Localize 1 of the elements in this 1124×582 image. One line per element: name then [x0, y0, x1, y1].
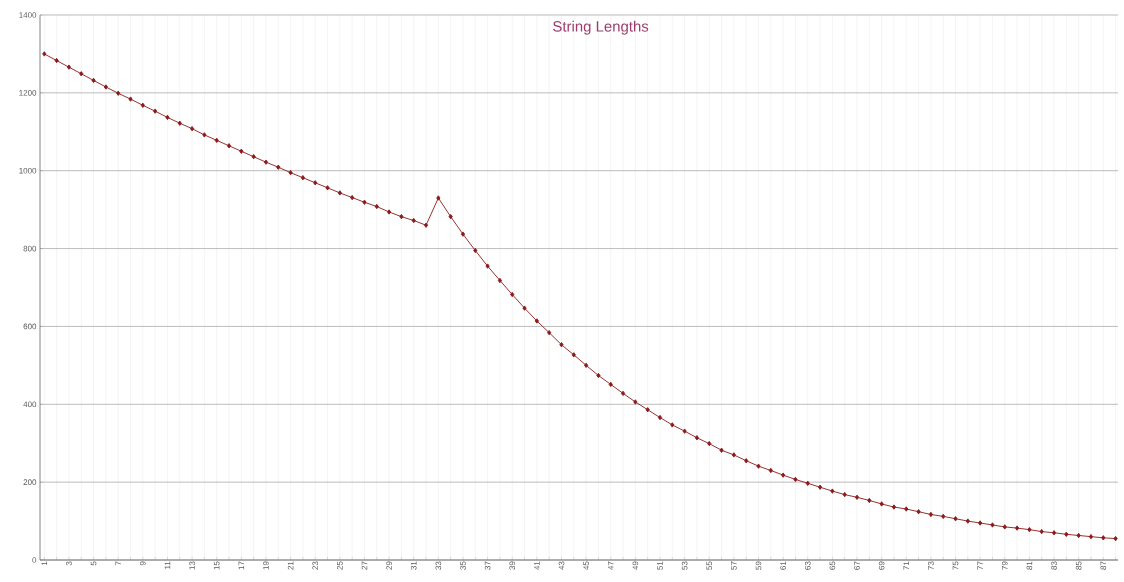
chart-title: String Lengths: [553, 20, 649, 35]
